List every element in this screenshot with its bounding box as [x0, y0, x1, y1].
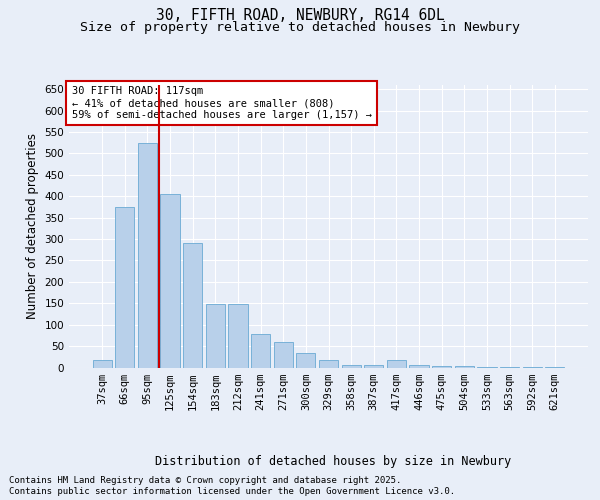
- Bar: [387, 360, 406, 368]
- Bar: [160, 194, 180, 368]
- Bar: [319, 360, 338, 368]
- Text: Contains HM Land Registry data © Crown copyright and database right 2025.: Contains HM Land Registry data © Crown c…: [9, 476, 401, 485]
- Text: Contains public sector information licensed under the Open Government Licence v3: Contains public sector information licen…: [9, 487, 455, 496]
- Text: 30 FIFTH ROAD: 117sqm
← 41% of detached houses are smaller (808)
59% of semi-det: 30 FIFTH ROAD: 117sqm ← 41% of detached …: [71, 86, 371, 120]
- Text: 30, FIFTH ROAD, NEWBURY, RG14 6DL: 30, FIFTH ROAD, NEWBURY, RG14 6DL: [155, 8, 445, 22]
- Bar: [229, 304, 248, 368]
- Bar: [115, 207, 134, 368]
- Bar: [206, 304, 225, 368]
- Bar: [455, 366, 474, 368]
- Bar: [138, 143, 157, 368]
- Y-axis label: Number of detached properties: Number of detached properties: [26, 133, 39, 320]
- Bar: [432, 366, 451, 368]
- Bar: [183, 244, 202, 368]
- Bar: [364, 366, 383, 368]
- Bar: [274, 342, 293, 367]
- Bar: [341, 366, 361, 368]
- Bar: [409, 366, 428, 368]
- Text: Size of property relative to detached houses in Newbury: Size of property relative to detached ho…: [80, 21, 520, 34]
- Bar: [92, 360, 112, 368]
- Text: Distribution of detached houses by size in Newbury: Distribution of detached houses by size …: [155, 454, 511, 468]
- Bar: [296, 352, 316, 368]
- Bar: [251, 334, 270, 368]
